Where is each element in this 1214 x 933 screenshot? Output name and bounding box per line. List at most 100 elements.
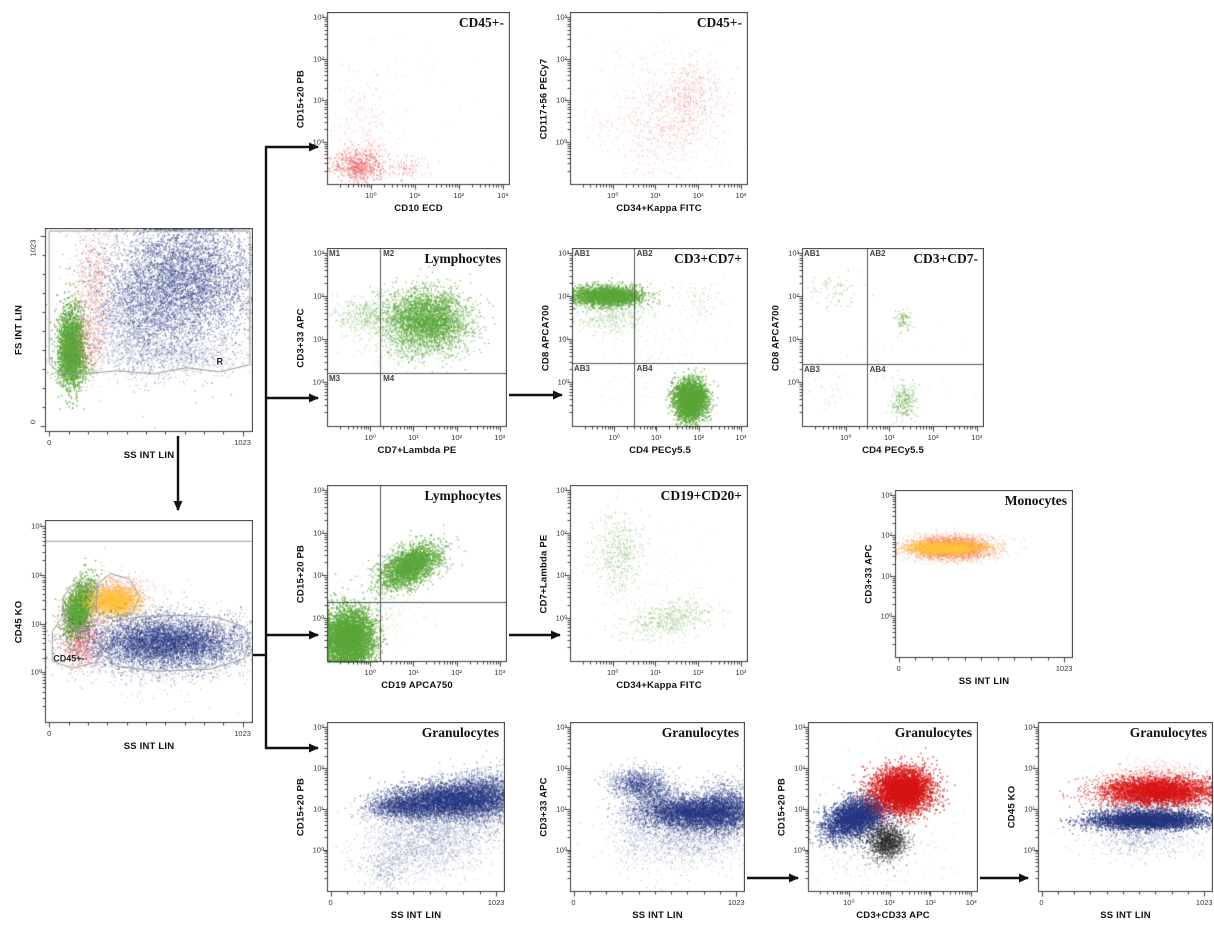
y-tick-label: 10⁰ (555, 844, 567, 854)
plot-cd19cd20-kappa-lambda: 10⁰ 10¹ 10² 10³ 10⁰ 10¹ 10² 10³ CD19+CD20+ CD34+K… (538, 485, 748, 690)
y-axis-label: CD8 APCA700 (770, 304, 782, 371)
r1p2-scatter-canvas (562, 12, 748, 193)
quadrant-label: AB3 (804, 365, 821, 375)
y-axis-label: CD7+Lambda PE (538, 534, 550, 613)
plotB-scatter-canvas (37, 520, 253, 731)
r2p3-scatter-canvas (794, 248, 984, 435)
plot-granulocytes-cd15: 10⁰ 10¹ 10² 10³ 0 1023 Granulocytes SS INT LIN C… (295, 722, 505, 920)
y-tick-label: 10³ (313, 248, 324, 258)
y-axis-label: CD15+20 PB (776, 777, 788, 837)
y-tick-label: 10³ (794, 722, 805, 732)
x-axis-label: CD34+Kappa FITC (616, 203, 702, 214)
x-tick-label: 0 (47, 438, 52, 447)
r4p4-scatter-canvas (1030, 722, 1213, 900)
x-tick-label: 10² (693, 433, 705, 442)
x-axis-label: SS INT LIN (123, 741, 175, 752)
x-tick-label: 10³ (494, 668, 506, 677)
x-axis-label: SS INT LIN (1100, 910, 1151, 921)
y-tick-label: 10¹ (1024, 803, 1035, 813)
plot-title: Granulocytes (661, 725, 739, 740)
y-tick-label: 10⁰ (312, 377, 324, 387)
x-tick-label: 0 (571, 898, 576, 907)
y-tick-label: 10⁰ (880, 611, 892, 621)
y-tick-label: 10² (556, 763, 567, 773)
y-tick-label: 10² (881, 530, 892, 540)
x-tick-label: 10¹ (651, 433, 662, 442)
x-axis-label: SS INT LIN (123, 450, 175, 461)
r4p3-scatter-canvas (800, 722, 978, 900)
x-tick-label: 10² (692, 668, 704, 677)
x-tick-label: 10¹ (650, 668, 661, 677)
x-tick-label: 10² (927, 433, 939, 442)
x-axis-label: SS INT LIN (390, 910, 442, 921)
plot-monocytes: 10⁰ 10¹ 10² 10³ 0 1023 Monocytes SS INT LIN CD3+… (863, 490, 1073, 686)
y-tick-label: 10² (556, 53, 567, 63)
y-tick-label: 10² (558, 291, 569, 301)
x-tick-label: 10³ (735, 433, 747, 442)
r3p2-scatter-canvas (562, 485, 748, 670)
plot-cd45dim-cd10: 10⁰ 10¹ 10² 10³ 10⁰ 10¹ 10² 10³ CD45+- CD10 ECD CD… (295, 12, 510, 213)
y-tick-label: 10¹ (556, 570, 567, 580)
y-tick-label: 10¹ (313, 95, 324, 105)
y-tick-label: 10⁰ (555, 613, 567, 622)
x-tick-label: 10² (924, 898, 936, 907)
y-tick-label: 10³ (556, 722, 567, 732)
y-tick-label: 10¹ (556, 803, 567, 813)
plot-lymphocytes-cd19: 10⁰ 10¹ 10² 10³ 10⁰ 10¹ 10² 10³ Lymphocytes CD19 … (295, 485, 507, 690)
r2p1-scatter-canvas (319, 248, 507, 435)
x-tick-label: 10⁰ (364, 668, 376, 677)
y-axis-label: CD3+33 APC (295, 307, 307, 368)
y-tick-label: 10² (1024, 763, 1035, 773)
y-axis-label: CD45 KO (13, 600, 25, 643)
x-tick-label: 10¹ (407, 668, 419, 677)
y-tick-label: 10¹ (556, 95, 567, 105)
x-tick-label: 10² (451, 668, 463, 677)
x-tick-label: 10⁰ (607, 191, 619, 200)
gate-label: R (216, 356, 223, 367)
x-tick-label: 10¹ (650, 191, 661, 200)
quadrant-label: M4 (383, 374, 395, 384)
r1p1-scatter-canvas (319, 12, 510, 193)
r2p2-scatter-canvas (564, 248, 748, 435)
y-tick-label: 10³ (1024, 722, 1035, 732)
x-tick-label: 1023 (487, 898, 505, 907)
y-tick-label: 10¹ (31, 618, 42, 628)
y-axis-label: CD15+20 PB (295, 544, 307, 603)
y-tick-label: 10³ (556, 485, 567, 495)
y-tick-label: 10² (794, 763, 805, 773)
x-axis-label: CD4 PECy5.5 (862, 445, 924, 456)
plot-title: CD19+CD20+ (660, 488, 742, 503)
plot-granulocytes-cd15-vs-cd33: 10⁰ 10¹ 10² 10³ 10⁰ 10¹ 10² 10³ Granulocytes CD3+… (776, 722, 978, 920)
x-axis-label: CD34+Kappa FITC (616, 680, 702, 691)
plot-title: CD45+- (696, 15, 742, 30)
y-tick-label: 10¹ (881, 570, 892, 580)
x-tick-label: 10⁰ (607, 668, 619, 677)
quadrant-label: M3 (329, 374, 341, 384)
x-tick-label: 10² (453, 191, 465, 200)
y-tick-label: 10³ (556, 12, 567, 22)
plot-cd3cd7neg-cd4cd8: AB1 AB2 AB3 AB4 10⁰ 10¹ 10² 10³ 10⁰ 10¹ 10² 10³ CD3+… (770, 248, 984, 455)
y-tick-label: 10⁰ (30, 667, 42, 677)
plot-title: Lymphocytes (424, 488, 501, 503)
plot-cd45dim-cd34: 10⁰ 10¹ 10² 10³ 10⁰ 10¹ 10² 10³ CD45+- CD34+Kappa… (538, 12, 748, 213)
y-tick-label: 10³ (881, 490, 892, 500)
y-tick-label: 1023 (28, 239, 38, 257)
quadrant-label: AB2 (636, 249, 653, 258)
x-tick-label: 1023 (1195, 898, 1213, 907)
y-tick-label: 10⁰ (555, 137, 567, 146)
x-axis-label: CD10 ECD (394, 203, 443, 214)
plot-title: Granulocytes (421, 725, 499, 740)
x-axis-label: SS INT LIN (632, 910, 683, 921)
y-tick-label: 10⁰ (312, 613, 324, 622)
x-tick-label: 10¹ (407, 433, 419, 442)
x-tick-label: 10³ (735, 191, 747, 200)
quadrant-label: AB1 (804, 249, 821, 258)
quadrant-label: AB4 (869, 365, 886, 375)
y-tick-label: 10³ (313, 12, 324, 22)
x-axis-label: SS INT LIN (958, 676, 1010, 687)
plot-cd3cd7pos-cd4cd8: AB1 AB2 AB3 AB4 10⁰ 10¹ 10² 10³ 10⁰ 10¹ 10² 10³ CD3+… (540, 248, 748, 455)
quadrant-label: M2 (383, 249, 395, 258)
x-tick-label: 1023 (1055, 664, 1073, 673)
x-axis-label: CD3+CD33 APC (856, 910, 930, 921)
